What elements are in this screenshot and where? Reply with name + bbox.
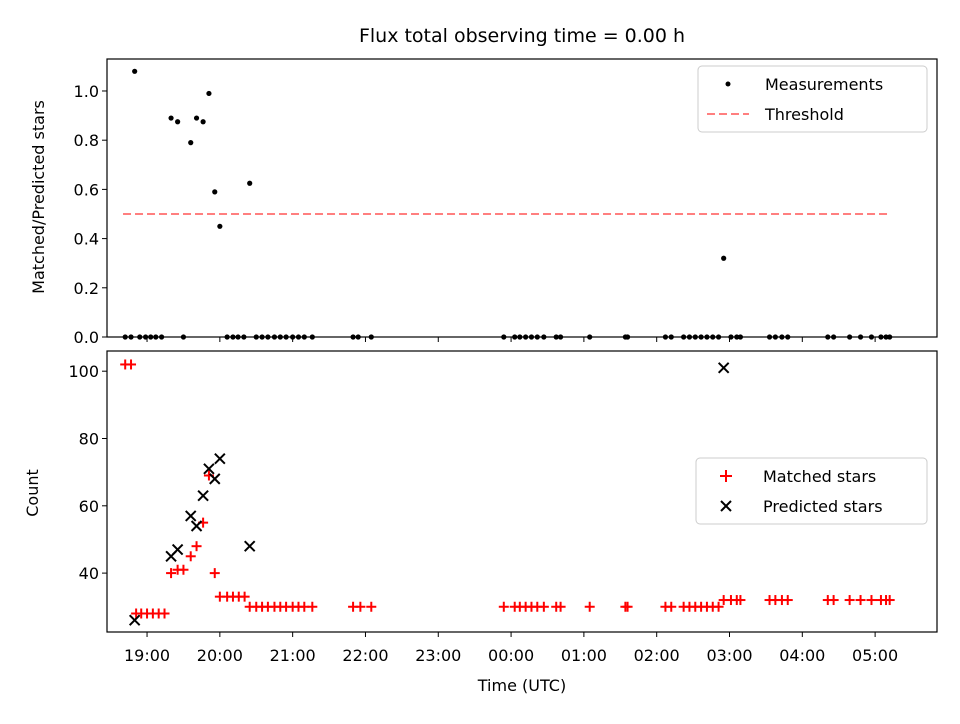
bottom-x-tick-label: 19:00 bbox=[124, 646, 170, 665]
top-y-tick-label: 0.2 bbox=[74, 279, 99, 298]
top-y-tick-label: 0.4 bbox=[74, 230, 99, 249]
matched-stars-point bbox=[844, 595, 855, 606]
measurements-point bbox=[168, 115, 174, 121]
measurements-point bbox=[206, 90, 212, 97]
bottom-y-tick-label: 80 bbox=[79, 429, 99, 448]
matched-stars-point bbox=[866, 595, 877, 606]
matched-stars-legend-marker bbox=[720, 470, 732, 482]
matched-stars-point bbox=[538, 601, 549, 612]
matched-stars-point bbox=[178, 564, 189, 575]
bottom-axis-ticks: 40 60 80 100 19:00 20:00 21:00 22:00 23:00 00:00 0… bbox=[68, 362, 898, 665]
measurements-point bbox=[193, 115, 200, 121]
matched-stars-point bbox=[166, 568, 177, 579]
x-axis-label: Time (UTC) bbox=[477, 676, 566, 695]
bottom-y-tick-label: 60 bbox=[79, 497, 99, 516]
bottom-x-tick-label: 02:00 bbox=[634, 646, 680, 665]
matched-stars-point bbox=[666, 601, 677, 612]
matched-stars-point bbox=[498, 601, 509, 612]
top-chart-title: Flux total observing time = 0.00 h bbox=[359, 25, 685, 47]
top-legend: Measurements Threshold bbox=[697, 65, 928, 133]
predicted-stars-point bbox=[197, 489, 209, 502]
top-y-tick-label: 1.0 bbox=[74, 82, 99, 101]
matched-stars-point bbox=[307, 601, 318, 612]
predicted-stars-point bbox=[171, 543, 184, 556]
predicted-stars-point bbox=[128, 614, 141, 626]
bottom-y-tick-label: 100 bbox=[68, 362, 99, 381]
bottom-plot-area bbox=[120, 359, 895, 626]
measurements-point bbox=[212, 189, 218, 195]
top-axes-frame bbox=[106, 58, 938, 338]
matched-stars-point bbox=[191, 541, 202, 552]
matched-stars-point bbox=[355, 601, 366, 612]
measurements-legend-label: Measurements bbox=[765, 75, 883, 94]
measurements-point bbox=[188, 140, 194, 146]
predicted-stars-legend-label: Predicted stars bbox=[763, 497, 883, 516]
bottom-x-tick-label: 23:00 bbox=[415, 646, 461, 665]
predicted-stars-point bbox=[190, 520, 203, 532]
predicted-stars-point bbox=[209, 473, 221, 485]
matched-stars-point bbox=[884, 595, 895, 606]
matched-stars-point bbox=[239, 591, 250, 602]
top-y-tick-label: 0.6 bbox=[74, 180, 99, 199]
bottom-x-tick-label: 22:00 bbox=[342, 646, 388, 665]
bottom-x-tick-label: 05:00 bbox=[852, 646, 898, 665]
bottom-y-tick-label: 40 bbox=[79, 564, 99, 583]
bottom-x-tick-label: 00:00 bbox=[488, 646, 534, 665]
bottom-x-tick-label: 03:00 bbox=[706, 646, 752, 665]
matched-stars-point bbox=[713, 601, 724, 612]
top-y-tick-label: 0.8 bbox=[74, 131, 99, 150]
bottom-legend: Matched stars Predicted stars bbox=[695, 457, 928, 525]
matched-stars-point bbox=[185, 551, 196, 562]
matched-stars-point bbox=[209, 568, 220, 579]
bottom-x-tick-label: 20:00 bbox=[197, 646, 243, 665]
matched-stars-legend-label: Matched stars bbox=[763, 467, 876, 486]
bottom-x-tick-label: 21:00 bbox=[270, 646, 316, 665]
predicted-stars-point bbox=[185, 510, 197, 522]
predicted-stars-point bbox=[203, 463, 215, 475]
matched-stars-point bbox=[555, 601, 566, 612]
matched-stars-point bbox=[855, 595, 866, 606]
top-axis-ticks: 0.0 0.2 0.4 0.6 0.8 1.0 bbox=[74, 82, 876, 347]
measurements-point bbox=[132, 68, 138, 74]
measurements-point bbox=[175, 119, 181, 125]
measurements-legend-marker bbox=[725, 81, 731, 87]
matched-stars-point bbox=[622, 601, 633, 612]
matched-stars-point bbox=[782, 595, 793, 606]
bottom-legend-box bbox=[695, 457, 928, 525]
measurements-point bbox=[217, 223, 223, 229]
top-legend-box bbox=[697, 65, 928, 133]
measurements-point bbox=[200, 119, 206, 125]
threshold-legend-label: Threshold bbox=[764, 105, 844, 124]
measurements-point bbox=[247, 180, 253, 186]
predicted-stars-point bbox=[717, 362, 730, 374]
measurements-point bbox=[721, 255, 727, 261]
bottom-x-tick-label: 04:00 bbox=[779, 646, 825, 665]
predicted-stars-point bbox=[214, 452, 226, 465]
top-y-tick-label: 0.0 bbox=[74, 328, 99, 347]
matched-stars-point bbox=[828, 595, 839, 606]
bottom-axes-frame bbox=[106, 350, 938, 633]
top-y-axis-label: Matched/Predicted stars bbox=[29, 100, 48, 294]
predicted-stars-legend-marker bbox=[720, 500, 732, 512]
matched-stars-point bbox=[126, 359, 137, 370]
matched-stars-point bbox=[159, 608, 170, 619]
matched-stars-point bbox=[366, 601, 377, 612]
bottom-x-tick-label: 01:00 bbox=[561, 646, 607, 665]
matched-stars-point bbox=[735, 595, 746, 606]
bottom-y-axis-label: Count bbox=[23, 469, 42, 517]
matched-stars-point bbox=[584, 601, 595, 612]
predicted-stars-point bbox=[243, 540, 256, 552]
